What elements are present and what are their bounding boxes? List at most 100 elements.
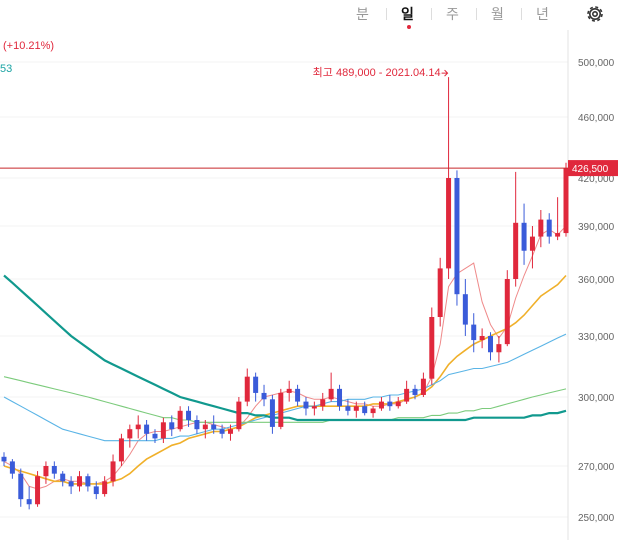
y-tick-label: 250,000 xyxy=(578,513,615,524)
ma-line-ma60 xyxy=(3,333,567,442)
candle xyxy=(337,384,343,411)
candle-body xyxy=(278,392,284,427)
candle xyxy=(496,336,502,363)
candle xyxy=(429,307,435,385)
candle-body xyxy=(404,388,410,402)
candle-body xyxy=(261,392,267,400)
candle-body xyxy=(387,401,393,407)
candle-body xyxy=(35,476,41,505)
candle xyxy=(68,476,74,495)
candle-body xyxy=(420,378,426,395)
candle xyxy=(387,394,393,411)
candle xyxy=(261,384,267,407)
y-tick-label: 390,000 xyxy=(578,222,615,233)
candle-body xyxy=(9,461,15,474)
candle-body xyxy=(102,481,108,495)
candle xyxy=(1,452,7,466)
candle-body xyxy=(446,178,452,269)
candle-body xyxy=(253,376,259,393)
y-tick-label: 270,000 xyxy=(578,462,615,473)
candle-body xyxy=(471,324,477,341)
candle-body xyxy=(169,422,175,430)
candle xyxy=(378,397,384,411)
candle xyxy=(563,162,569,237)
candle-body xyxy=(378,401,384,409)
candle-body xyxy=(286,388,292,393)
candle-body xyxy=(521,222,527,251)
candle-body xyxy=(110,461,116,482)
candle-body xyxy=(227,429,233,434)
candle xyxy=(437,257,443,327)
ma-line-ma240 xyxy=(3,274,567,422)
tab-separator xyxy=(386,8,387,20)
candle xyxy=(345,399,351,416)
candle-body xyxy=(144,424,150,434)
max-annotation-text: 최고 489,000 - 2021.04.14 xyxy=(313,66,441,79)
ma-line-ma20 xyxy=(3,274,567,485)
candle-body xyxy=(353,406,359,411)
tab-week[interactable]: 주 xyxy=(446,6,459,22)
candle xyxy=(538,210,544,248)
tab-minute[interactable]: 분 xyxy=(356,6,369,22)
candle xyxy=(529,226,535,269)
candle xyxy=(227,424,233,441)
candle xyxy=(219,424,225,439)
candle xyxy=(102,476,108,497)
candle xyxy=(446,77,452,279)
current-price-label: 426,500 xyxy=(572,164,609,175)
tab-month[interactable]: 월 xyxy=(491,6,504,22)
candle xyxy=(295,384,301,407)
candle xyxy=(76,471,82,492)
candle xyxy=(504,270,510,347)
candle-body xyxy=(370,408,376,414)
tab-day[interactable]: 일 xyxy=(401,6,414,22)
candle-body xyxy=(152,433,158,439)
candle-body xyxy=(362,406,368,414)
candle-body xyxy=(85,476,91,487)
candle xyxy=(186,406,192,427)
candle-body xyxy=(43,466,49,477)
max-annotation-arrow xyxy=(441,69,449,77)
candle-body xyxy=(269,399,275,427)
candle xyxy=(169,415,175,437)
candle xyxy=(311,401,317,416)
candle xyxy=(93,481,99,500)
candle xyxy=(462,279,468,336)
candle-body xyxy=(177,410,183,430)
candle-body xyxy=(186,410,192,420)
max-annotation: 최고 489,000 - 2021.04.14 xyxy=(313,66,449,79)
settings-button[interactable] xyxy=(583,2,607,26)
tab-separator xyxy=(431,8,432,20)
y-axis: 250,000 270,000 300,000 330,000 360,000 390,0… xyxy=(578,58,615,524)
candle-body xyxy=(412,388,418,395)
candle-body xyxy=(563,168,569,234)
candle-body xyxy=(127,429,133,439)
price-change-text: (+10.21%) xyxy=(3,40,55,52)
tab-year[interactable]: 년 xyxy=(536,6,549,22)
candle-body xyxy=(529,236,535,251)
candle-body xyxy=(437,268,443,317)
candle-body xyxy=(219,429,225,434)
candle xyxy=(236,397,242,432)
candle-body xyxy=(454,178,460,295)
y-tick-label: 300,000 xyxy=(578,393,615,404)
candle-body xyxy=(538,219,544,237)
candle xyxy=(135,415,141,439)
candle-body xyxy=(202,424,208,430)
candle xyxy=(144,420,150,441)
candle-body xyxy=(211,424,217,430)
candle xyxy=(370,406,376,418)
candle-body xyxy=(244,376,250,402)
candle-body xyxy=(320,399,326,407)
candle xyxy=(303,397,309,416)
candle xyxy=(127,424,133,448)
candle xyxy=(194,415,200,434)
candle-body xyxy=(345,406,351,411)
candle-body xyxy=(395,401,401,407)
candle-body xyxy=(479,336,485,341)
candle xyxy=(353,401,359,418)
candle xyxy=(118,433,124,466)
candle xyxy=(110,454,116,487)
candle xyxy=(513,171,519,287)
